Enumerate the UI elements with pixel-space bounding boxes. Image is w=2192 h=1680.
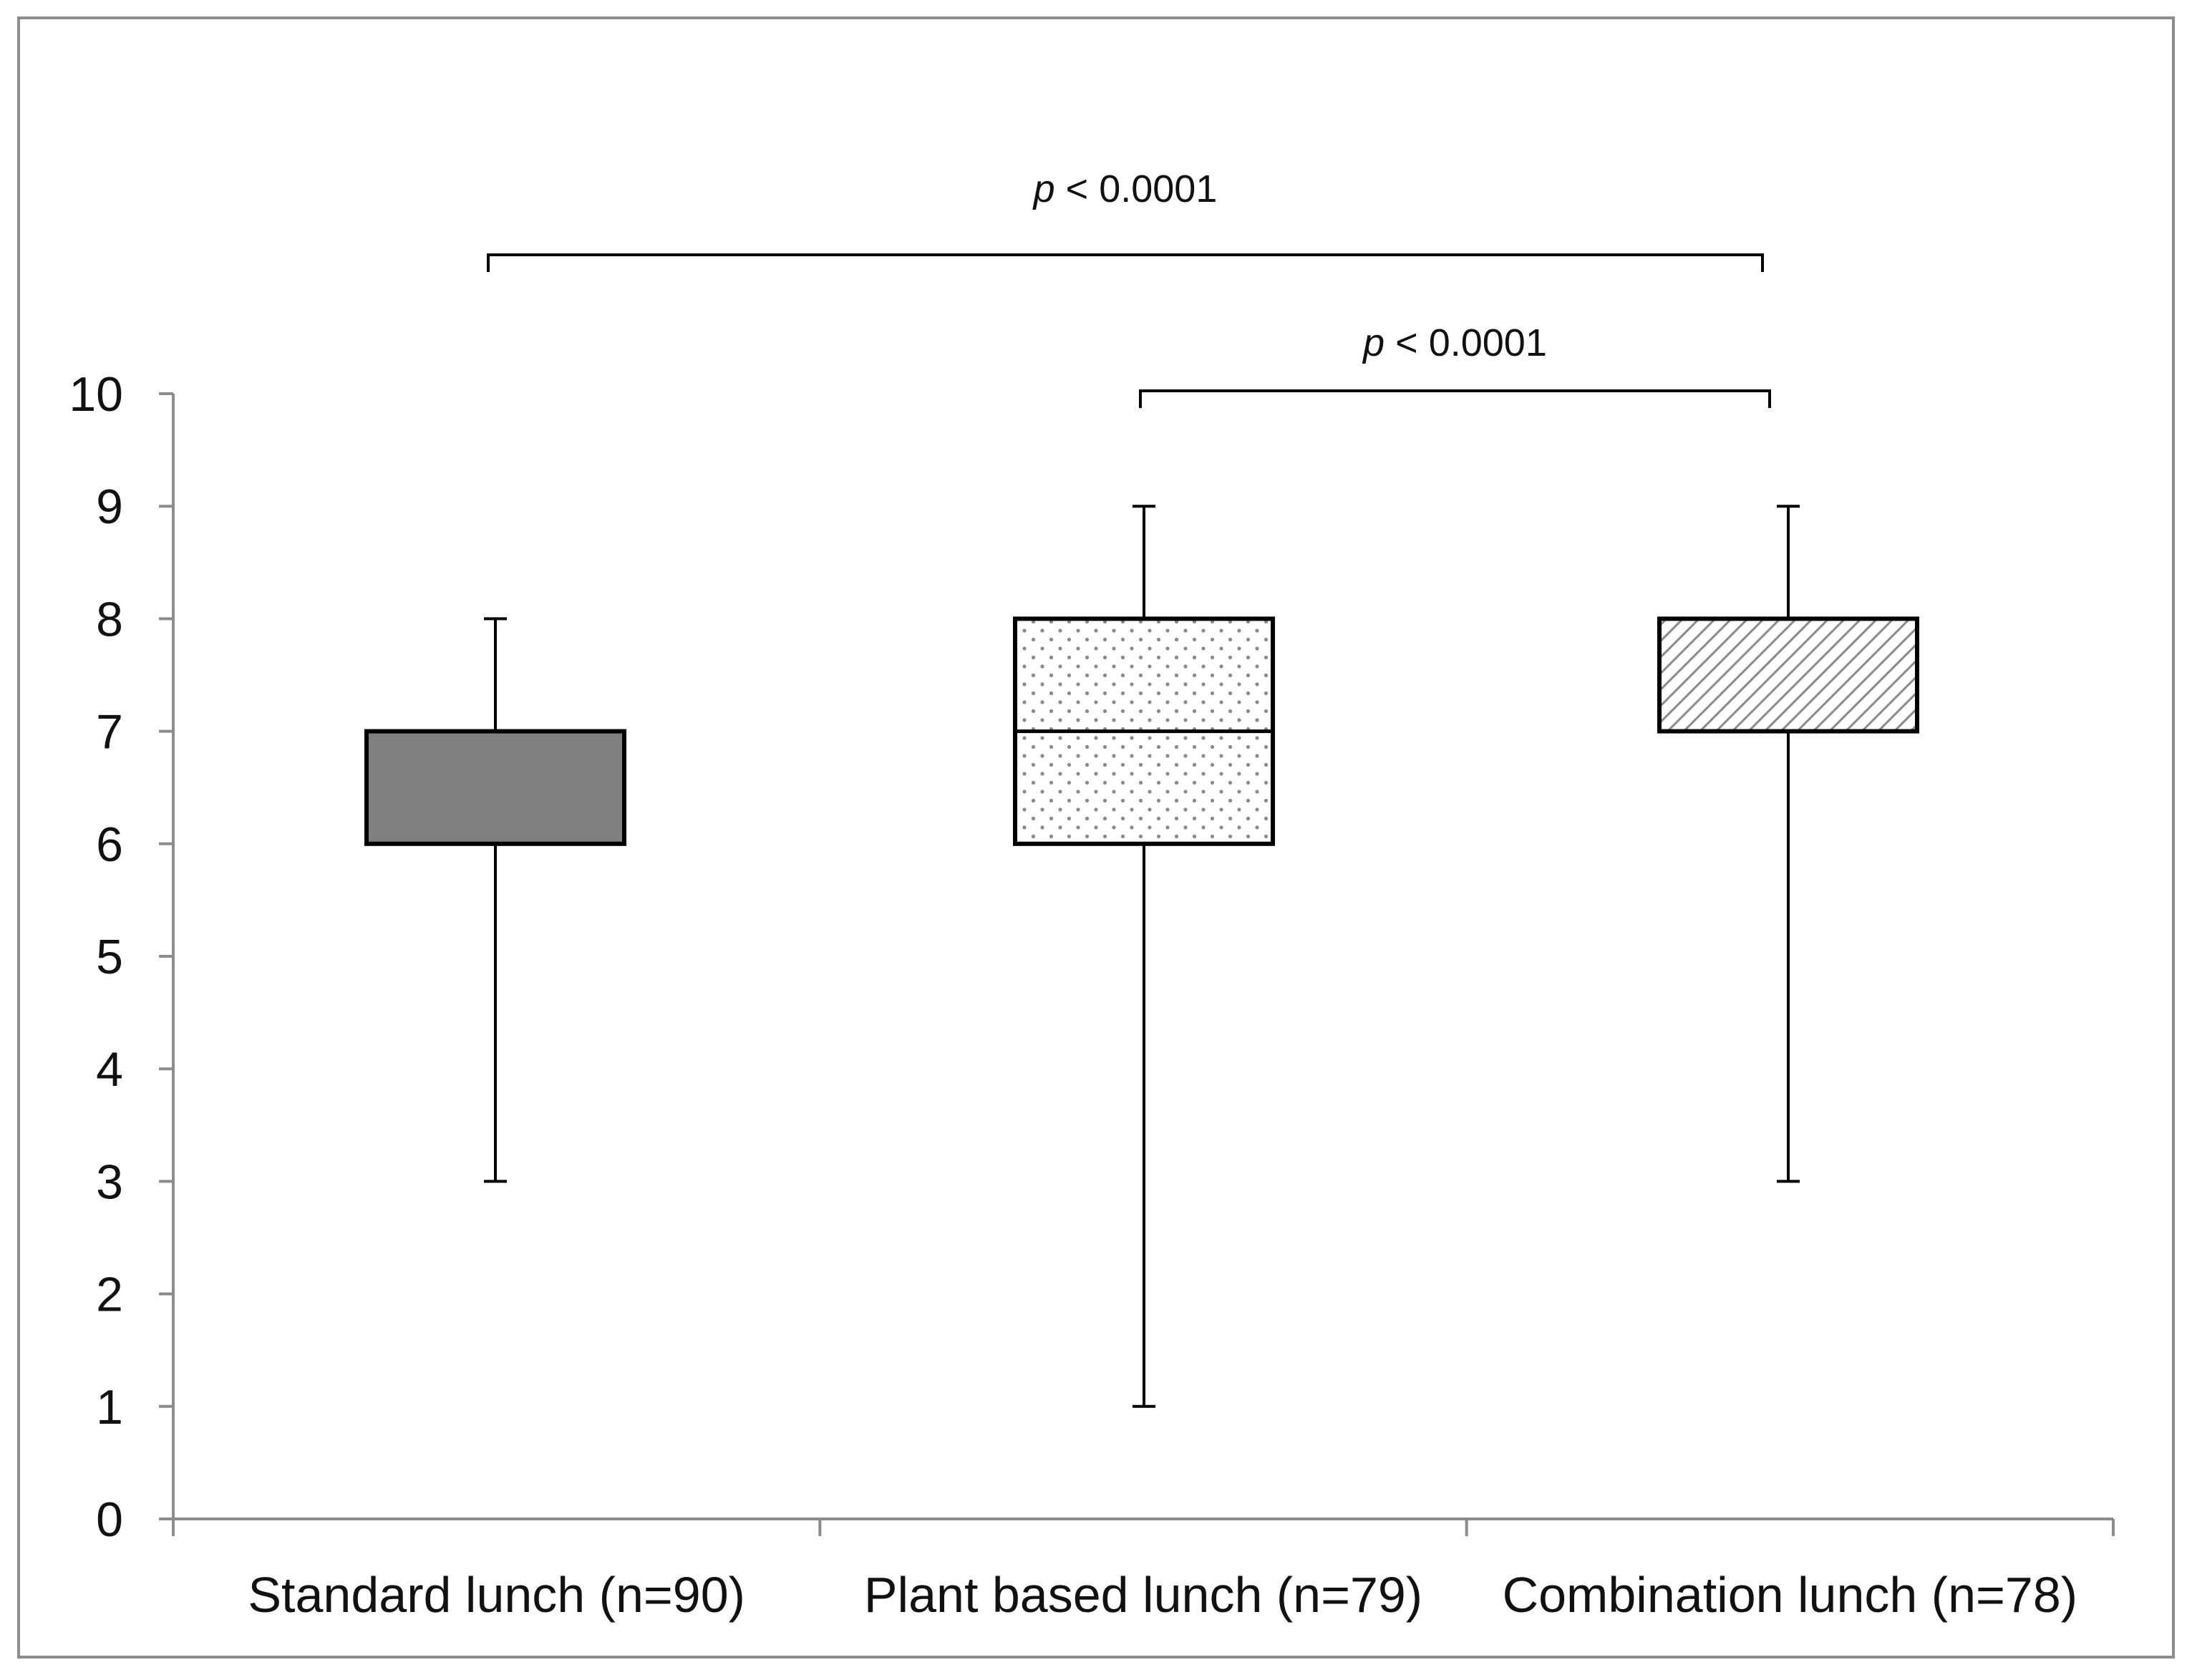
box-marks (364, 505, 1919, 1408)
box-iqr (1657, 616, 1919, 734)
y-tick-label: 9 (96, 480, 123, 534)
p-value-text: < 0.0001 (1384, 321, 1547, 364)
axes: 0 1 2 3 4 5 6 7 8 9 10 Standard lunch (n=90) Plant b… (69, 367, 2115, 1623)
bracket-line (1139, 389, 1771, 408)
bracket-line (487, 253, 1764, 272)
p-value-label: p < 0.0001 (1032, 167, 1218, 210)
p-symbol: p (1032, 167, 1055, 210)
y-tick-label: 8 (96, 592, 123, 646)
y-tick-label: 2 (96, 1268, 123, 1322)
y-tick-label: 6 (96, 817, 123, 872)
p-symbol: p (1362, 321, 1384, 364)
y-tick-label: 3 (96, 1155, 123, 1209)
significance-bracket: p < 0.0001 (1139, 321, 1771, 408)
significance-bracket: p < 0.0001 (487, 167, 1764, 272)
box-iqr (364, 729, 626, 846)
box-group (364, 617, 626, 1183)
box-group (1657, 505, 1919, 1183)
x-category-label: Plant based lunch (n=79) (864, 1567, 1422, 1623)
y-tick-label: 1 (96, 1380, 123, 1434)
x-category-label: Combination lunch (n=78) (1503, 1567, 2078, 1623)
x-category-label: Standard lunch (n=90) (248, 1567, 745, 1623)
p-value-text: < 0.0001 (1055, 167, 1218, 210)
box-group (1013, 505, 1275, 1408)
outer-frame (17, 16, 2175, 1659)
y-tick-label: 5 (96, 930, 123, 984)
y-tick-label: 4 (96, 1042, 123, 1097)
p-value-label: p < 0.0001 (1362, 321, 1547, 364)
y-tick-label: 10 (69, 367, 123, 422)
y-tick-label: 7 (96, 705, 123, 759)
y-tick-label: 0 (96, 1492, 123, 1547)
